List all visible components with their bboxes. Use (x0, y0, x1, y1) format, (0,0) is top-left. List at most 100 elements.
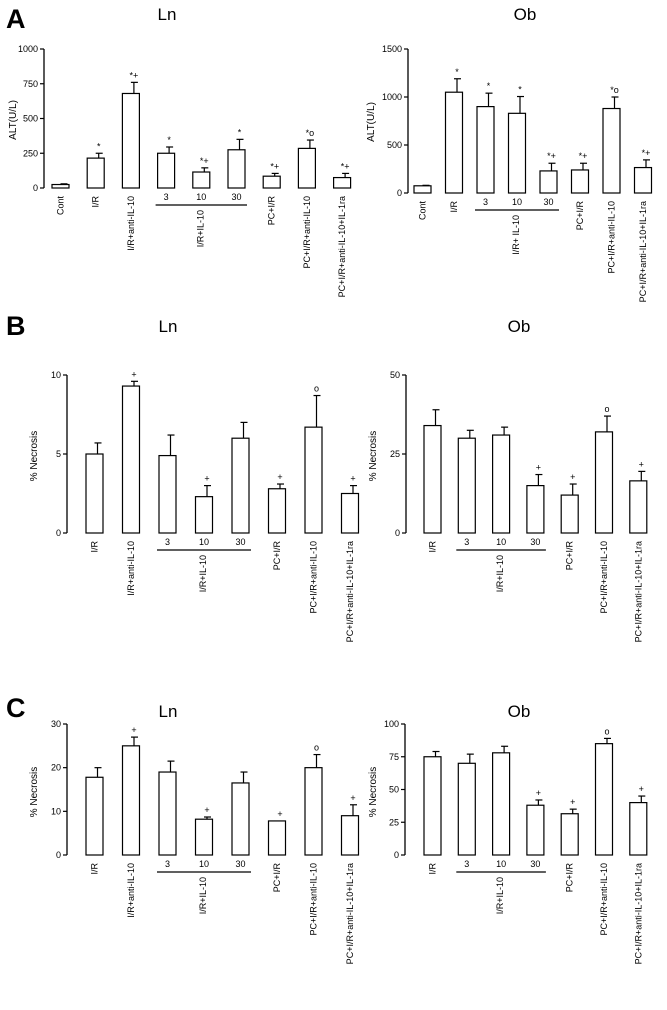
category-label: I/R (428, 863, 438, 875)
y-tick-label: 50 (389, 785, 399, 795)
panel-letter-c: C (6, 693, 26, 723)
significance-marker: + (350, 793, 355, 803)
chart-a-ob: Ob ALT(U/L) 0 500 1000 1500 Cont * I/R * 3 * 10 *+ 30 *… (366, 5, 653, 302)
bar (51, 183, 70, 189)
significance-marker: *+ (130, 70, 139, 80)
dose-label: 3 (165, 537, 170, 547)
panel-letter-a: A (6, 4, 26, 34)
bar (444, 91, 464, 194)
significance-marker: * (487, 81, 491, 91)
category-label: I/R (449, 201, 459, 213)
panel-letter-b: B (6, 311, 26, 341)
significance-marker: + (204, 805, 209, 815)
dose-label: 3 (164, 192, 169, 202)
category-label: PC+I/R+anti-IL-10 (599, 863, 609, 936)
bar (262, 175, 281, 189)
category-label: PC+I/R (272, 863, 282, 893)
significance-marker: + (277, 809, 282, 819)
y-tick-label: 0 (56, 528, 61, 538)
y-tick-label: 50 (390, 370, 400, 380)
bar (560, 494, 579, 534)
bar (560, 813, 579, 856)
dose-label: 30 (543, 197, 553, 207)
y-tick-label: 0 (56, 850, 61, 860)
dose-label: 30 (231, 192, 241, 202)
bar (121, 385, 141, 534)
bar (457, 762, 476, 856)
chart-b-ob: Ob % Necrosis 0 25 50 I/R 3 10 +30 + PC+I/R o PC+I/R… (368, 317, 648, 642)
significance-marker: + (204, 474, 209, 484)
category-label: PC+I/R+anti-IL-10+IL-1ra (337, 196, 347, 297)
y-axis-label: ALT(U/L) (366, 102, 377, 142)
bar (227, 149, 246, 189)
significance-marker: o (314, 384, 319, 394)
y-tick-label: 0 (397, 188, 402, 198)
category-label: PC+I/R+anti-IL-10+IL-1ra (345, 541, 355, 642)
significance-marker: + (639, 784, 644, 794)
chart-title: Ln (159, 317, 178, 336)
significance-marker: + (570, 797, 575, 807)
bar (507, 112, 527, 194)
category-label: PC+I/R (272, 541, 282, 571)
chart-a-ln: Ln ALT(U/L) 0 250 500 750 1000 Cont * I/R *+ I/R+an… (8, 5, 352, 297)
bar (85, 776, 104, 856)
bar (157, 152, 176, 189)
category-label: PC+I/R+anti-IL-10+IL-1ra (633, 541, 643, 642)
dose-label: 3 (464, 859, 469, 869)
y-tick-label: 5 (56, 449, 61, 459)
dose-label: 3 (483, 197, 488, 207)
significance-marker: * (238, 127, 242, 137)
bar (194, 818, 214, 856)
chart-c-ln: Ln % Necrosis 0 10 20 30 I/R + I/R+anti-IL-10 3 +1… (29, 702, 360, 964)
bar (231, 437, 250, 534)
significance-marker: *+ (341, 161, 350, 171)
chart-title: Ln (159, 702, 178, 721)
category-label: I/R+anti-IL-10 (126, 541, 136, 596)
dose-label: 10 (199, 859, 209, 869)
bar (158, 454, 177, 534)
bar (304, 767, 323, 856)
charts-layer: LnALT(U/L)02505007501000Cont*I/R*+I/R+an… (8, 5, 653, 964)
significance-marker: + (131, 725, 136, 735)
y-tick-label: 500 (23, 114, 38, 124)
y-tick-label: 1000 (382, 92, 402, 102)
significance-marker: *+ (579, 151, 588, 161)
chart-title: Ob (508, 702, 531, 721)
bar (231, 782, 250, 856)
bar (476, 105, 495, 194)
bar (492, 434, 511, 534)
category-label: I/R (90, 863, 100, 875)
y-tick-label: 25 (389, 817, 399, 827)
y-tick-label: 0 (33, 183, 38, 193)
dose-label: 30 (530, 537, 540, 547)
dose-label: 3 (464, 537, 469, 547)
significance-marker: + (131, 369, 136, 379)
category-label: Cont (56, 196, 66, 216)
category-label: PC+I/R+anti-IL-10+IL-1ra (345, 863, 355, 964)
group-label: I/R+IL-10 (195, 210, 205, 247)
bar (192, 171, 211, 189)
bar (539, 170, 558, 194)
y-axis-label: % Necrosis (29, 767, 40, 818)
bar (594, 743, 614, 856)
y-tick-label: 10 (51, 806, 61, 816)
category-label: I/R+anti-IL-10 (126, 863, 136, 918)
category-label: PC+I/R (267, 196, 277, 226)
category-label: PC+I/R (565, 863, 575, 893)
chart-b-ln: Ln % Necrosis 0 5 10 I/R + I/R+anti-IL-10 3 +10 30… (29, 317, 360, 642)
category-label: PC+I/R+anti-IL-10+IL-1ra (633, 863, 643, 964)
category-label: PC+I/R+anti-IL-10 (309, 863, 319, 936)
category-label: Cont (418, 201, 428, 221)
bar (423, 756, 442, 856)
bar (492, 752, 511, 856)
dose-label: 10 (496, 859, 506, 869)
y-tick-label: 75 (389, 752, 399, 762)
group-label: I/R+IL-10 (198, 555, 208, 592)
significance-marker: *+ (642, 148, 651, 158)
category-label: PC+I/R (565, 541, 575, 571)
bar (633, 166, 653, 194)
group-label: I/R+IL-10 (198, 877, 208, 914)
dose-label: 10 (199, 537, 209, 547)
y-tick-label: 500 (387, 140, 402, 150)
